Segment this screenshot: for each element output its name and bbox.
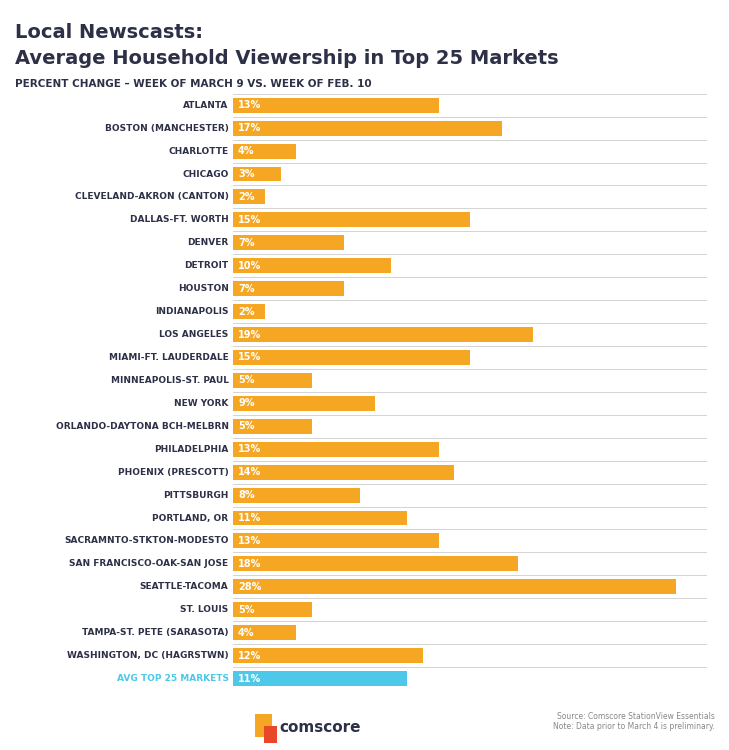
FancyBboxPatch shape [255, 714, 271, 736]
Bar [233, 602, 312, 617]
Bar [233, 304, 265, 319]
Text: 13%: 13% [238, 536, 261, 546]
Text: 2%: 2% [238, 307, 254, 316]
Bar [233, 121, 502, 136]
Text: 18%: 18% [238, 559, 262, 568]
Bar [233, 258, 391, 273]
Text: ORLANDO-DAYTONA BCH-MELBRN: ORLANDO-DAYTONA BCH-MELBRN [55, 422, 229, 430]
Bar [233, 98, 439, 112]
Text: DENVER: DENVER [187, 238, 229, 248]
Text: SACRAMNTO-STKTON-MODESTO: SACRAMNTO-STKTON-MODESTO [64, 536, 229, 545]
Text: CHICAGO: CHICAGO [182, 170, 229, 178]
Text: PITTSBURGH: PITTSBURGH [163, 490, 229, 500]
Text: 3%: 3% [238, 169, 254, 179]
Text: comscore: comscore [279, 720, 361, 735]
Text: ST. LOUIS: ST. LOUIS [180, 605, 229, 614]
Bar [233, 533, 439, 548]
Text: 7%: 7% [238, 238, 254, 248]
Text: PERCENT CHANGE – WEEK OF MARCH 9 VS. WEEK OF FEB. 10: PERCENT CHANGE – WEEK OF MARCH 9 VS. WEE… [15, 79, 371, 88]
Text: PHILADELPHIA: PHILADELPHIA [154, 445, 229, 454]
Text: DETROIT: DETROIT [184, 261, 229, 270]
Bar [233, 281, 344, 296]
Text: 5%: 5% [238, 604, 254, 615]
Bar [233, 350, 470, 365]
Text: CLEVELAND-AKRON (CANTON): CLEVELAND-AKRON (CANTON) [74, 193, 229, 202]
Bar [233, 511, 407, 526]
Text: INDIANAPOLIS: INDIANAPOLIS [155, 307, 229, 316]
Text: TAMPA-ST. PETE (SARASOTA): TAMPA-ST. PETE (SARASOTA) [82, 628, 229, 638]
Text: WASHINGTON, DC (HAGRSTWN): WASHINGTON, DC (HAGRSTWN) [67, 651, 229, 660]
Text: 10%: 10% [238, 261, 261, 271]
Text: HOUSTON: HOUSTON [178, 284, 229, 293]
Bar [233, 166, 281, 182]
Bar [233, 419, 312, 434]
Text: NEW YORK: NEW YORK [174, 399, 229, 408]
Text: SEATTLE-TACOMA: SEATTLE-TACOMA [140, 582, 229, 591]
Text: 15%: 15% [238, 215, 261, 225]
Text: 5%: 5% [238, 422, 254, 431]
Text: 2%: 2% [238, 192, 254, 202]
Bar [233, 488, 359, 502]
Text: Local Newscasts:: Local Newscasts: [15, 22, 203, 41]
Bar [233, 327, 534, 342]
Bar [233, 144, 297, 158]
Text: 5%: 5% [238, 376, 254, 386]
Text: CHARLOTTE: CHARLOTTE [168, 146, 229, 155]
Bar [233, 579, 676, 594]
Bar [233, 373, 312, 388]
Text: 7%: 7% [238, 284, 254, 294]
Text: 19%: 19% [238, 329, 261, 340]
Bar [233, 190, 265, 205]
Text: 8%: 8% [238, 490, 254, 500]
Text: 13%: 13% [238, 100, 261, 110]
Text: 4%: 4% [238, 146, 254, 156]
Text: MINNEAPOLIS-ST. PAUL: MINNEAPOLIS-ST. PAUL [111, 376, 229, 385]
Text: 11%: 11% [238, 513, 261, 523]
Bar [233, 236, 344, 250]
Text: Average Household Viewership in Top 25 Markets: Average Household Viewership in Top 25 M… [15, 49, 558, 68]
Text: 13%: 13% [238, 444, 261, 454]
Bar [233, 648, 423, 663]
Bar [233, 626, 297, 640]
Bar [233, 396, 375, 411]
Text: PORTLAND, OR: PORTLAND, OR [152, 514, 229, 523]
FancyBboxPatch shape [264, 726, 277, 742]
Text: SAN FRANCISCO-OAK-SAN JOSE: SAN FRANCISCO-OAK-SAN JOSE [69, 560, 229, 568]
Text: BOSTON (MANCHESTER): BOSTON (MANCHESTER) [105, 124, 229, 133]
Text: LOS ANGELES: LOS ANGELES [160, 330, 229, 339]
Bar [233, 212, 470, 227]
Text: 17%: 17% [238, 123, 261, 134]
Bar [233, 671, 407, 686]
Text: MIAMI-FT. LAUDERDALE: MIAMI-FT. LAUDERDALE [109, 353, 229, 362]
Text: AVG TOP 25 MARKETS: AVG TOP 25 MARKETS [117, 674, 229, 683]
Text: 28%: 28% [238, 582, 262, 592]
Text: 4%: 4% [238, 628, 254, 638]
Text: Source: Comscore StationView Essentials
Note: Data prior to March 4 is prelimina: Source: Comscore StationView Essentials … [553, 712, 714, 731]
Text: 14%: 14% [238, 467, 261, 477]
Bar [233, 442, 439, 457]
Text: 9%: 9% [238, 398, 254, 408]
Text: 15%: 15% [238, 352, 261, 362]
Text: DALLAS-FT. WORTH: DALLAS-FT. WORTH [130, 215, 229, 224]
Text: PHOENIX (PRESCOTT): PHOENIX (PRESCOTT) [118, 468, 229, 477]
Text: 12%: 12% [238, 650, 261, 661]
Bar [233, 465, 454, 479]
Bar [233, 556, 518, 572]
Text: ATLANTA: ATLANTA [183, 100, 229, 109]
Text: 11%: 11% [238, 674, 261, 683]
